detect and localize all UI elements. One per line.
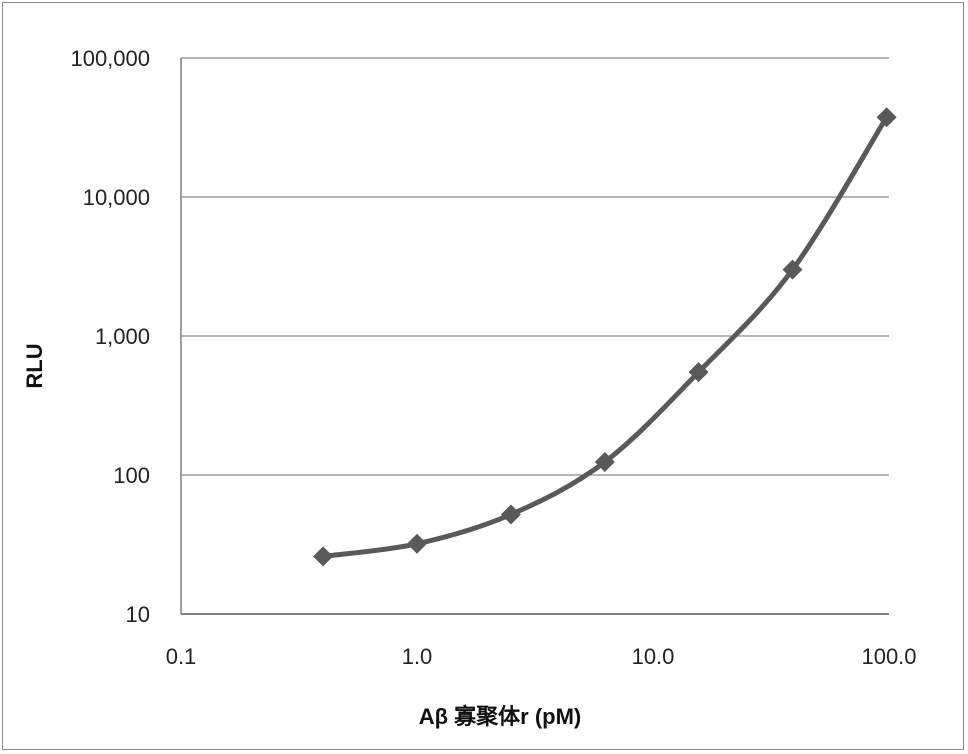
series-line (320, 114, 890, 559)
series (313, 107, 897, 567)
x-tick-label: 10.0 (632, 644, 675, 669)
y-axis-title: RLU (22, 343, 47, 388)
y-tick-label: 100,000 (70, 46, 150, 71)
x-tick-label: 1.0 (402, 644, 433, 669)
y-tick-label: 10 (126, 602, 150, 627)
data-point-marker (782, 259, 803, 280)
data-point-marker (594, 452, 615, 473)
x-axis-title: Aβ 寡聚体r (pM) (419, 704, 582, 729)
data-point-marker (407, 533, 427, 554)
data-point-marker (688, 362, 709, 383)
gridlines (180, 57, 889, 615)
data-point-marker (313, 546, 334, 567)
y-tick-label: 100 (113, 463, 150, 488)
data-point-marker (876, 107, 897, 128)
x-tick-label: 100.0 (861, 644, 916, 669)
y-tick-label: 1,000 (95, 324, 150, 349)
data-point-marker (500, 504, 521, 525)
y-tick-labels: 10 100 1,000 10,000 100,000 (70, 46, 150, 627)
y-tick-label: 10,000 (83, 185, 150, 210)
x-tick-labels: 0.1 1.0 10.0 100.0 (166, 644, 917, 669)
x-tick-label: 0.1 (166, 644, 197, 669)
